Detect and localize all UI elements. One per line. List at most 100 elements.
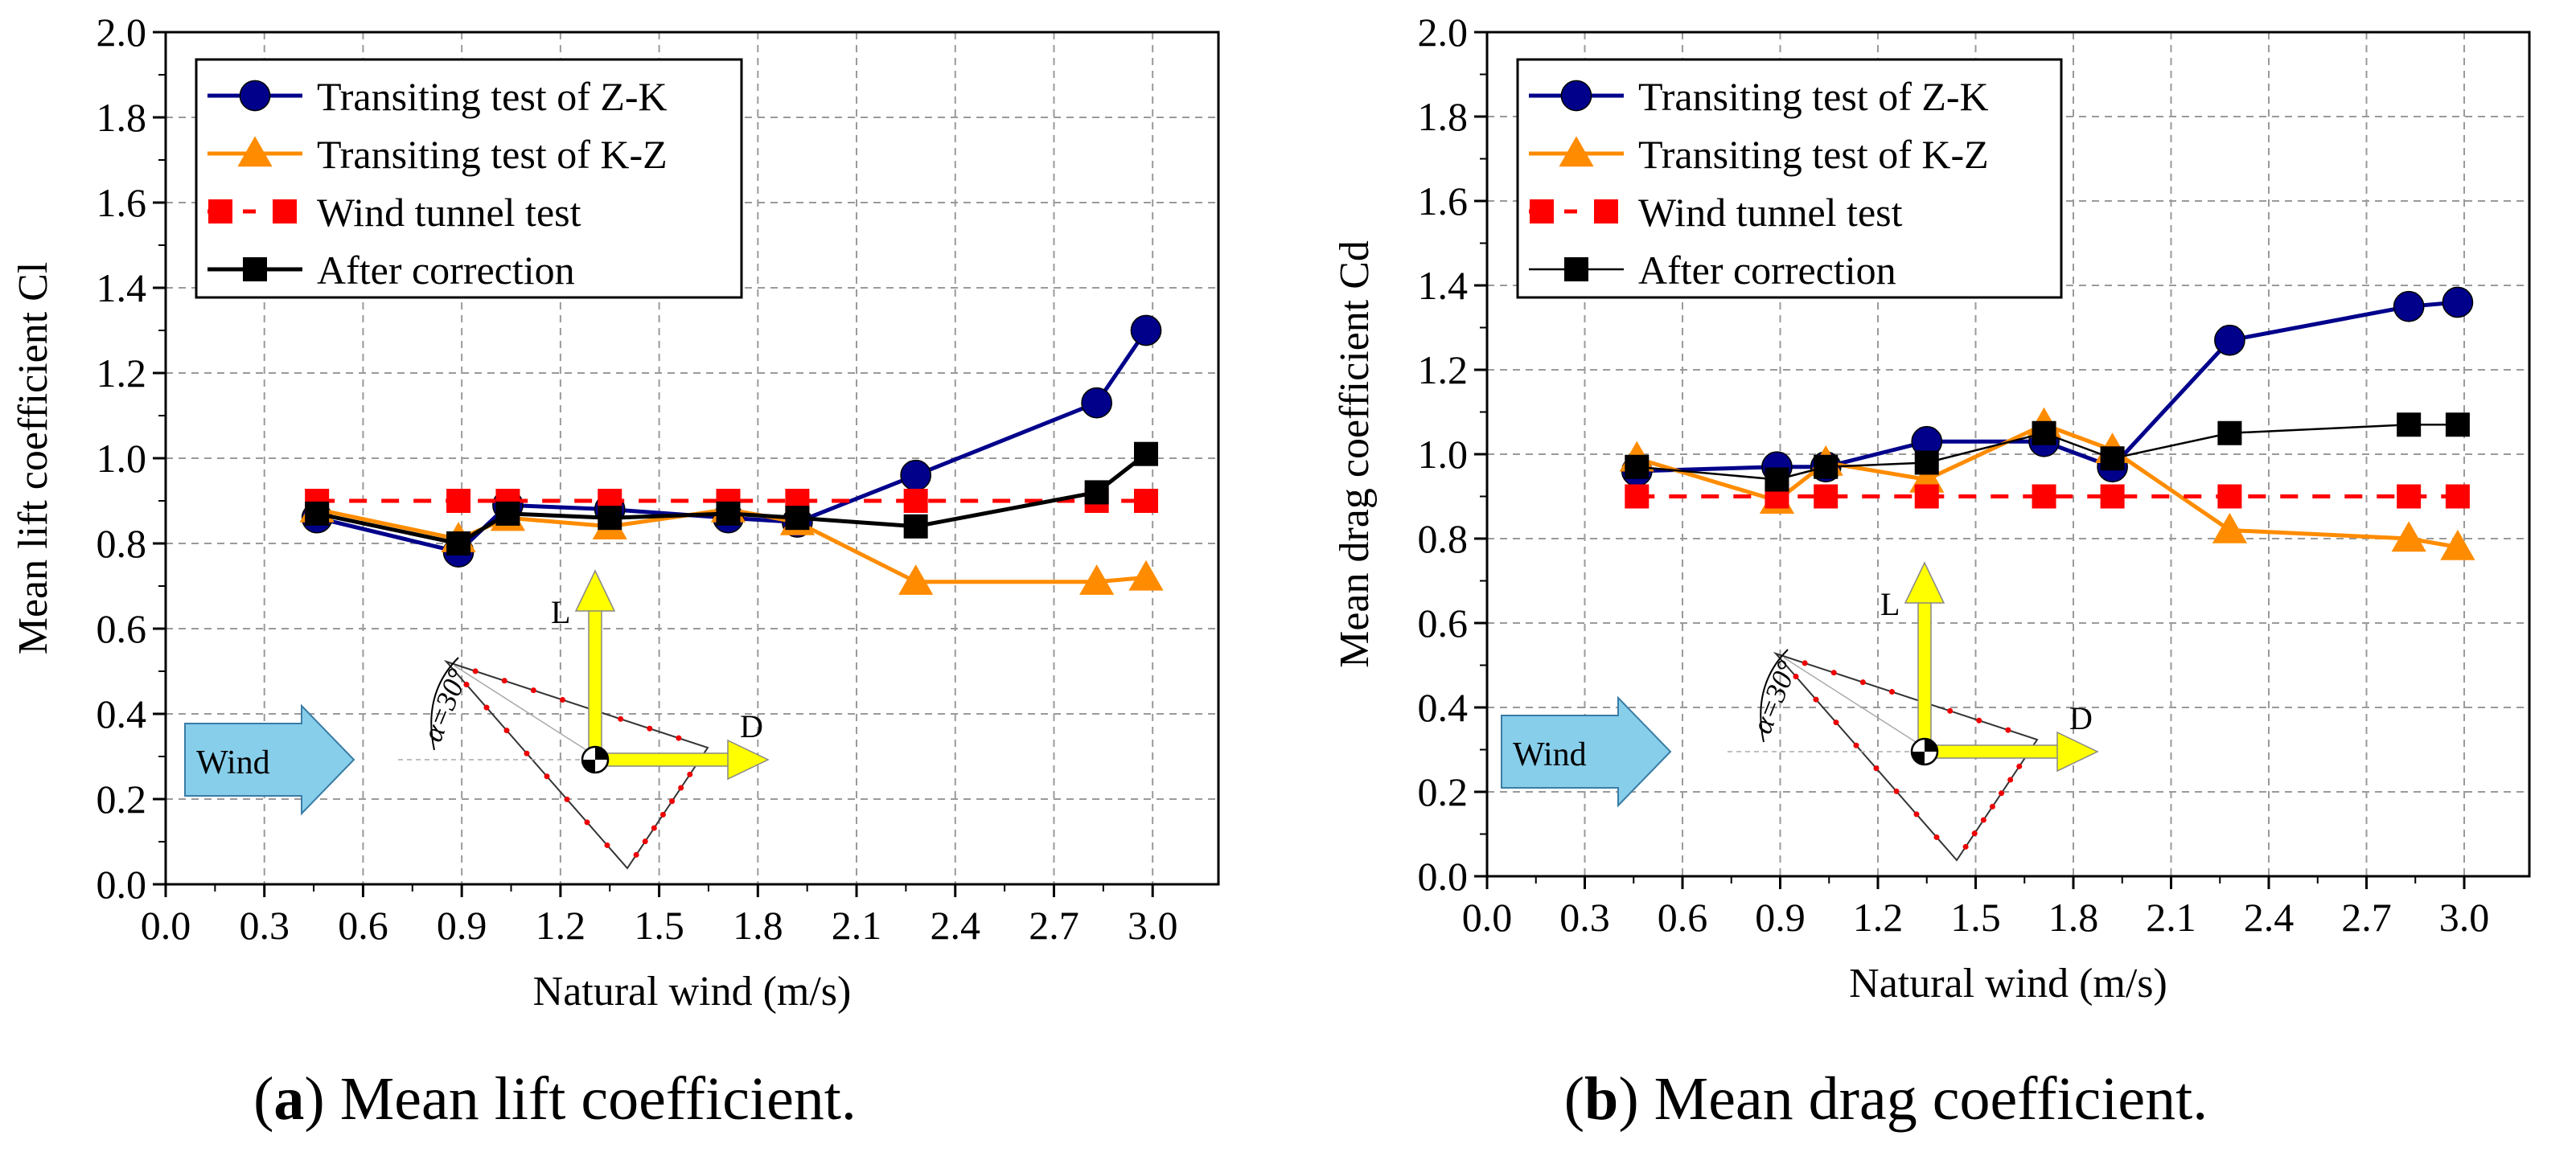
- data-point: [495, 501, 520, 526]
- data-point: [1128, 560, 1164, 591]
- pressure-tap: [503, 728, 510, 734]
- x-tick-label: 2.1: [832, 903, 882, 948]
- data-point: [1079, 564, 1115, 595]
- legend-marker: [243, 257, 267, 281]
- pressure-tap: [642, 838, 648, 845]
- triangle-median: [1783, 657, 1925, 748]
- x-tick-label: 0.6: [1658, 895, 1708, 940]
- y-tick-label: 1.0: [97, 436, 147, 481]
- y-tick-label: 0.2: [97, 777, 147, 822]
- data-point: [2397, 412, 2422, 437]
- drag-label: D: [2069, 700, 2093, 736]
- data-point: [1814, 484, 1839, 509]
- pressure-tap: [524, 750, 530, 756]
- legend-item: Transiting test of Z-K: [1529, 74, 1989, 119]
- caption-a: (a) Mean lift coefficient.: [253, 1065, 857, 1133]
- wind-arrow-icon: [184, 703, 355, 816]
- legend-marker: [1594, 199, 1618, 223]
- data-point: [2217, 420, 2242, 445]
- pressure-tap: [1873, 765, 1880, 772]
- legend-item: Transiting test of Z-K: [207, 74, 668, 119]
- pressure-tap: [544, 773, 550, 780]
- y-tick-label: 0.8: [1418, 516, 1469, 561]
- data-point: [2391, 521, 2426, 552]
- angle-arc: [1760, 649, 1789, 743]
- data-point: [1134, 489, 1159, 513]
- legend-label: Wind tunnel test: [317, 190, 581, 235]
- wind-label: Wind: [1513, 736, 1587, 773]
- series-transiting-test-of-z-k: [301, 314, 1162, 568]
- pressure-tap: [501, 678, 507, 684]
- legend-marker: [239, 80, 271, 112]
- pressure-tap: [618, 715, 624, 722]
- x-tick-label: 0.0: [141, 903, 191, 948]
- pressure-tap: [1971, 830, 1978, 837]
- legend-marker: [273, 199, 297, 223]
- x-tick-label: 2.4: [2244, 895, 2295, 940]
- legend-marker: [1559, 136, 1594, 167]
- data-point: [903, 514, 928, 539]
- series-transiting-test-of-z-k: [1621, 286, 2474, 487]
- y-axis-label: Mean drag coefficient Cd: [1332, 240, 1378, 668]
- lift-arrowhead-icon: [574, 569, 616, 612]
- y-tick-label: 2.0: [97, 10, 147, 55]
- lift-arrowhead-icon: [1904, 561, 1945, 604]
- drag-label: D: [740, 708, 763, 744]
- pressure-tap: [1853, 742, 1859, 748]
- centroid-quadrant: [1912, 752, 1925, 765]
- pressure-tap: [2005, 727, 2011, 733]
- data-point: [2214, 324, 2245, 356]
- data-point: [446, 531, 471, 556]
- lift-label: L: [1880, 586, 1900, 622]
- legend-marker: [1560, 80, 1592, 112]
- y-tick-label: 1.8: [97, 95, 147, 140]
- data-point: [2440, 529, 2475, 560]
- y-axis-label: Mean lift coefficient Cl: [10, 262, 56, 655]
- legend-marker: [208, 199, 232, 223]
- y-tick-label: 0.4: [1418, 685, 1469, 730]
- y-tick-label: 1.2: [97, 351, 147, 396]
- y-tick-label: 1.8: [1418, 94, 1469, 139]
- data-point: [1625, 484, 1650, 509]
- lift-arrow-icon: [588, 606, 602, 760]
- data-point: [785, 506, 810, 531]
- y-tick-label: 0.6: [97, 606, 147, 651]
- data-point: [1084, 480, 1109, 505]
- y-tick-label: 1.6: [97, 180, 147, 225]
- data-point: [2032, 420, 2056, 445]
- x-tick-label: 3.0: [1128, 903, 1178, 948]
- data-point: [2100, 484, 2125, 509]
- pressure-tap: [2016, 763, 2023, 769]
- data-point: [1130, 314, 1162, 346]
- data-point: [2442, 286, 2474, 318]
- pressure-tap: [1933, 834, 1940, 840]
- section-diagram: Wind α=30° L D: [184, 569, 770, 870]
- centroid-quadrant: [595, 747, 608, 760]
- legend-marker: [237, 136, 273, 167]
- pressure-tap: [1947, 707, 1954, 714]
- x-axis-label: Natural wind (m/s): [533, 969, 852, 1015]
- pressure-tap: [647, 725, 653, 732]
- pressure-tap: [1980, 817, 1986, 823]
- y-tick-label: 2.0: [1418, 10, 1469, 55]
- legend-label: Wind tunnel test: [1638, 190, 1903, 235]
- pressure-tap: [651, 825, 657, 831]
- drag-arrowhead-icon: [727, 739, 770, 781]
- data-point: [900, 459, 932, 491]
- x-tick-label: 1.5: [634, 903, 684, 948]
- pressure-tap: [564, 796, 570, 802]
- legend-item: After correction: [207, 248, 575, 293]
- data-point: [2032, 484, 2056, 509]
- pressure-tap: [1859, 679, 1866, 686]
- series-after-correction: [1625, 412, 2470, 492]
- data-point: [1914, 450, 1939, 475]
- y-tick-label: 1.4: [97, 265, 147, 310]
- pressure-tap: [678, 785, 684, 791]
- y-tick-label: 0.8: [97, 521, 147, 566]
- x-tick-label: 2.1: [2146, 895, 2196, 940]
- data-point: [1625, 454, 1650, 479]
- pressure-tap: [659, 811, 666, 818]
- data-point: [446, 489, 471, 513]
- legend: Transiting test of Z-K Transiting test of…: [195, 58, 743, 299]
